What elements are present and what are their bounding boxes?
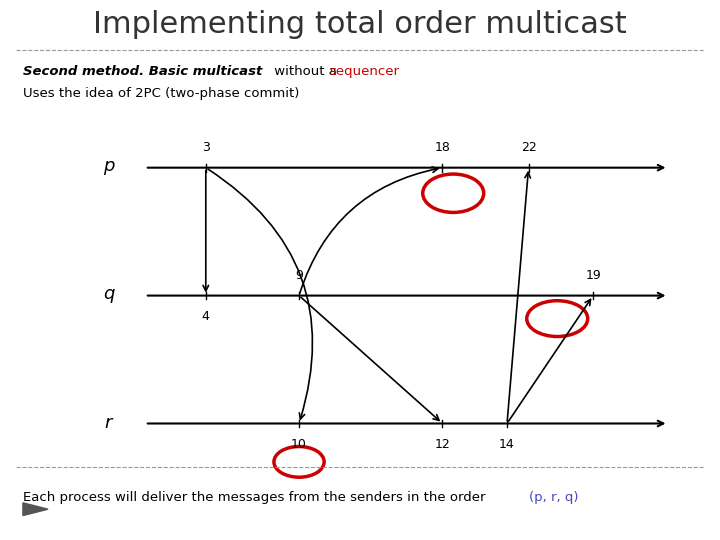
Text: $r$: $r$ bbox=[104, 415, 114, 433]
Text: 9: 9 bbox=[295, 268, 303, 281]
Text: 3: 3 bbox=[202, 140, 210, 153]
Text: (p, r, q): (p, r, q) bbox=[528, 491, 578, 504]
Text: 10: 10 bbox=[291, 437, 307, 450]
Text: 18: 18 bbox=[435, 140, 451, 153]
Text: Second method. Basic multicast: Second method. Basic multicast bbox=[23, 65, 262, 78]
Text: 4: 4 bbox=[202, 309, 210, 323]
Text: $q$: $q$ bbox=[102, 287, 115, 305]
Text: .: . bbox=[389, 65, 393, 78]
Text: 12: 12 bbox=[435, 437, 450, 450]
Text: $p$: $p$ bbox=[103, 159, 115, 177]
Text: Uses the idea of 2PC (two-phase commit): Uses the idea of 2PC (two-phase commit) bbox=[23, 87, 300, 100]
Text: 14: 14 bbox=[499, 437, 515, 450]
Text: Each process will deliver the messages from the senders in the order: Each process will deliver the messages f… bbox=[23, 491, 490, 504]
Text: sequencer: sequencer bbox=[329, 65, 399, 78]
Polygon shape bbox=[23, 503, 48, 516]
Text: 19: 19 bbox=[585, 268, 601, 281]
Text: Implementing total order multicast: Implementing total order multicast bbox=[93, 10, 627, 39]
Text: 22: 22 bbox=[521, 140, 536, 153]
Text: without a: without a bbox=[270, 65, 341, 78]
